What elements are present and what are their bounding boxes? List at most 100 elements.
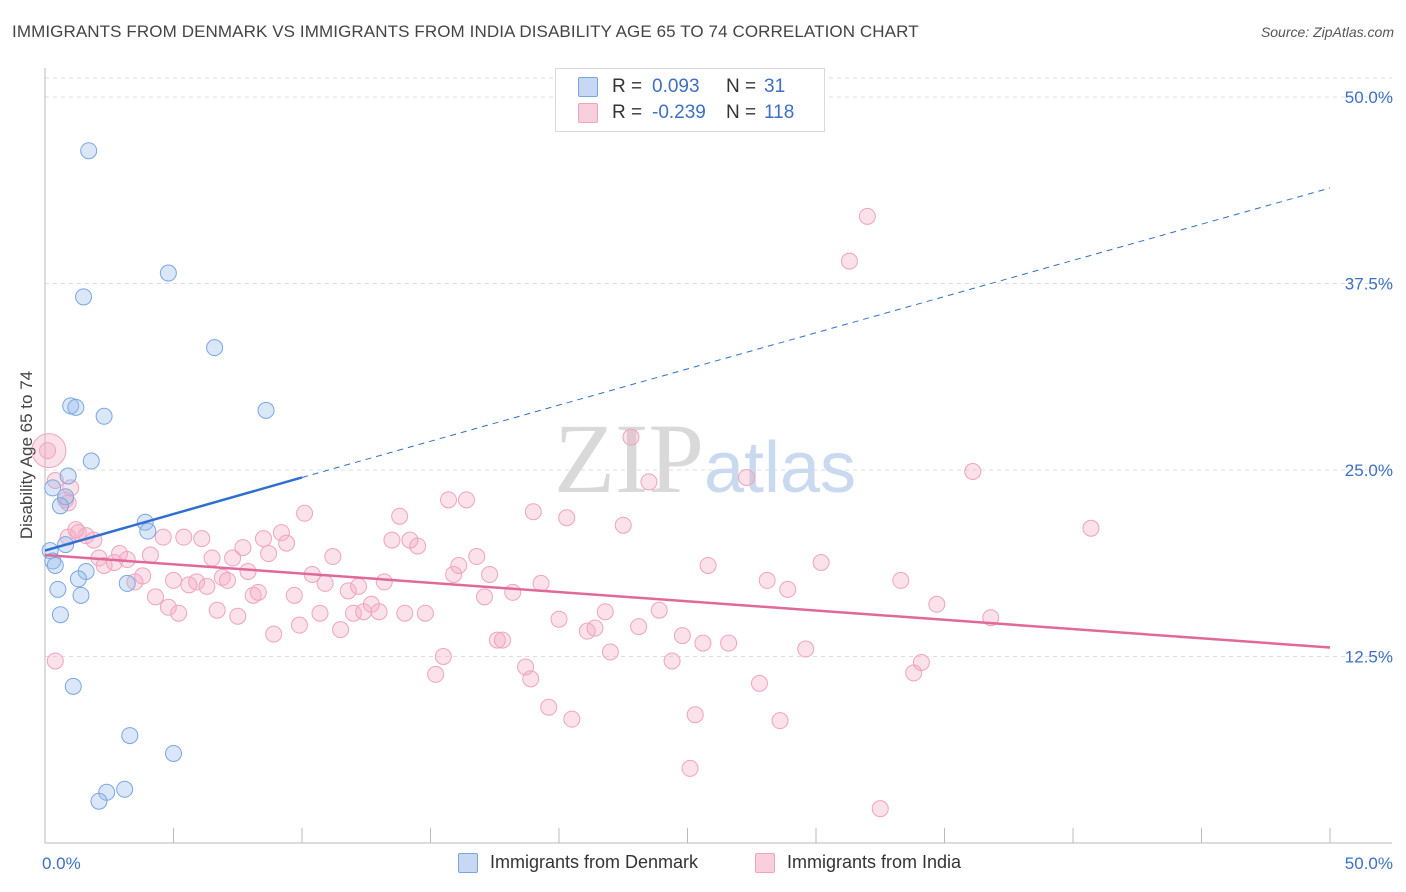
chart-title: IMMIGRANTS FROM DENMARK VS IMMIGRANTS FR…: [12, 22, 919, 41]
denmark-point: [95, 407, 113, 425]
denmark-points: [41, 142, 275, 810]
denmark-point: [57, 488, 75, 506]
denmark-point: [72, 586, 90, 604]
india-point: [797, 640, 815, 658]
india-point: [840, 252, 858, 270]
india-point: [694, 634, 712, 652]
india-point: [475, 588, 493, 606]
india-point: [370, 603, 388, 621]
india-point: [324, 548, 342, 566]
denmark-point: [206, 339, 224, 357]
india-point: [892, 571, 910, 589]
india-point: [779, 580, 797, 598]
denmark-trendline: [44, 476, 303, 552]
india-point: [350, 577, 368, 595]
india-points: [31, 207, 1100, 818]
denmark-point: [82, 452, 100, 470]
india-point: [720, 634, 738, 652]
india-point: [198, 577, 216, 595]
denmark-legend-swatch: [458, 852, 478, 873]
india-legend-label: Immigrants from India: [787, 852, 962, 872]
india-trendline: [44, 553, 1331, 649]
india-r-value: -0.239: [652, 102, 706, 123]
india-point: [396, 604, 414, 622]
y-axis-label: Disability Age 65 to 74: [17, 371, 36, 539]
india-point: [285, 586, 303, 604]
india-point: [450, 556, 468, 574]
india-point: [31, 433, 67, 469]
denmark-point: [59, 467, 77, 485]
india-point: [434, 648, 452, 665]
india-point: [445, 565, 463, 583]
denmark-point: [118, 574, 136, 592]
n-label: N =: [726, 102, 757, 123]
denmark-legend-label: Immigrants from Denmark: [490, 852, 699, 872]
india-point: [95, 556, 113, 574]
india-point: [193, 530, 211, 548]
india-point: [758, 571, 776, 589]
india-legend-swatch: [755, 852, 775, 873]
legend-row-india: R = -0.239 N = 118: [578, 101, 794, 125]
n-label: N =: [726, 76, 757, 97]
denmark-point: [159, 264, 177, 282]
india-point: [771, 712, 789, 730]
india-point: [750, 674, 768, 692]
india-point: [532, 574, 550, 592]
denmark-point: [51, 606, 69, 624]
x-tick-label: 0.0%: [42, 854, 81, 873]
india-point: [375, 573, 393, 591]
watermark: ZIPatlas: [554, 403, 856, 514]
denmark-point: [80, 142, 98, 160]
india-point: [540, 698, 558, 716]
india-point: [67, 521, 85, 539]
denmark-point: [90, 792, 108, 810]
india-point: [563, 710, 581, 728]
denmark-n-value: 31: [764, 76, 786, 97]
india-point: [213, 568, 231, 586]
india-point: [416, 604, 434, 622]
india-point: [339, 582, 357, 600]
india-point: [550, 610, 568, 628]
india-point: [481, 565, 499, 583]
denmark-point: [121, 727, 139, 745]
y-tick-label: 37.5%: [1345, 275, 1393, 294]
india-point: [154, 528, 172, 546]
india-point: [468, 548, 486, 566]
denmark-point: [257, 401, 275, 419]
india-point: [290, 616, 308, 634]
india-point: [427, 665, 445, 683]
india-point: [681, 759, 699, 777]
denmark-point: [51, 497, 69, 515]
india-point: [812, 554, 830, 572]
india-point: [522, 670, 540, 688]
india-point: [457, 491, 475, 509]
denmark-swatch: [578, 77, 598, 97]
india-point: [1082, 519, 1100, 537]
stats-legend: R = 0.093 N = 31 R = -0.239 N = 118: [555, 68, 825, 132]
india-point: [260, 545, 278, 563]
r-label: R =: [612, 102, 643, 123]
india-point: [239, 562, 257, 580]
india-swatch: [578, 103, 598, 123]
india-point: [504, 583, 522, 601]
y-tick-label: 50.0%: [1345, 88, 1393, 107]
india-point: [964, 462, 982, 480]
india-point: [265, 625, 283, 643]
india-point: [134, 567, 152, 585]
india-point: [699, 556, 717, 574]
denmark-trendline-extension: [301, 187, 1331, 478]
india-point: [229, 607, 247, 625]
india-point: [165, 571, 182, 589]
india-point: [159, 598, 177, 616]
india-point: [871, 800, 889, 818]
india-point: [208, 601, 226, 619]
denmark-point: [139, 522, 157, 540]
india-point: [596, 603, 614, 621]
india-n-value: 118: [764, 102, 795, 123]
india-point: [383, 531, 401, 549]
r-label: R =: [612, 76, 643, 97]
denmark-point: [44, 479, 62, 497]
india-point: [558, 509, 576, 527]
axes: [44, 68, 1392, 844]
india-point: [622, 428, 640, 446]
